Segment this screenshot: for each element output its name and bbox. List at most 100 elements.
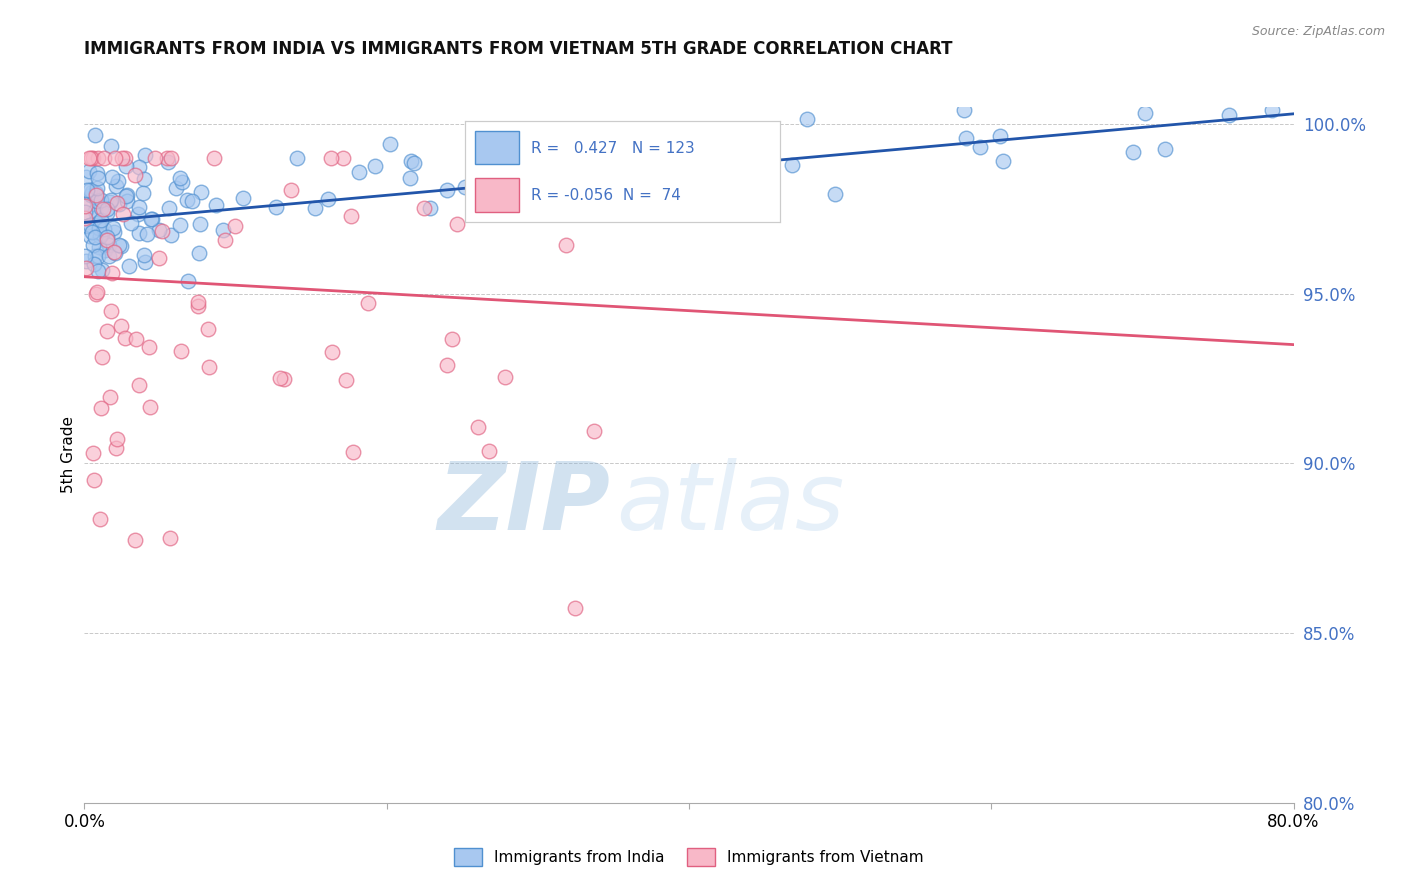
Point — [100, 193, 122, 207]
Point — [90, 213, 112, 227]
Point — [111, 151, 134, 165]
Point — [419, 202, 441, 216]
Point — [86, 186, 108, 200]
Point — [661, 174, 683, 188]
Point — [87, 220, 110, 235]
Point — [134, 255, 156, 269]
Point — [169, 171, 191, 186]
Point — [105, 432, 128, 446]
Point — [340, 209, 363, 223]
Point — [955, 131, 977, 145]
Point — [89, 229, 111, 244]
Point — [93, 202, 115, 217]
Point — [79, 228, 101, 243]
Point — [148, 251, 170, 265]
Point — [80, 151, 103, 165]
Point — [363, 159, 385, 173]
Point — [75, 249, 97, 263]
Point — [145, 151, 167, 165]
Point — [280, 183, 302, 197]
Point — [1122, 145, 1144, 160]
Point — [156, 151, 179, 165]
Point — [478, 444, 501, 458]
Point — [96, 230, 118, 244]
Point — [273, 372, 295, 386]
Point — [103, 245, 125, 260]
Point — [188, 246, 211, 260]
Point — [107, 174, 129, 188]
Point — [150, 224, 173, 238]
Point — [824, 186, 846, 201]
Point — [583, 424, 606, 438]
Point — [190, 185, 212, 199]
Point — [87, 263, 110, 277]
Point — [304, 201, 326, 215]
Point — [94, 243, 117, 257]
Point — [321, 344, 343, 359]
Point — [269, 371, 291, 385]
Point — [170, 344, 193, 359]
Point — [86, 166, 108, 180]
Point — [515, 151, 537, 165]
Point — [87, 151, 110, 165]
Point — [77, 164, 100, 178]
Point — [224, 219, 246, 234]
Point — [641, 148, 664, 162]
Point — [89, 512, 111, 526]
Point — [105, 195, 128, 210]
Point — [93, 222, 115, 236]
Point — [128, 200, 150, 214]
Point — [101, 266, 124, 280]
Point — [125, 332, 148, 346]
Point — [969, 139, 991, 153]
Point — [87, 216, 110, 230]
Point — [96, 324, 118, 338]
Point — [124, 168, 146, 182]
Point — [114, 331, 136, 345]
Point — [285, 151, 308, 165]
Point — [114, 159, 136, 173]
Point — [160, 151, 183, 165]
Point — [357, 296, 380, 310]
Point — [75, 253, 97, 268]
Point — [96, 206, 118, 220]
Point — [96, 233, 118, 247]
Point — [988, 129, 1011, 144]
Point — [477, 201, 499, 215]
Point — [84, 204, 107, 219]
Point — [188, 217, 211, 231]
Point — [90, 401, 112, 416]
Point — [89, 196, 111, 211]
Point — [198, 360, 221, 375]
Text: Source: ZipAtlas.com: Source: ZipAtlas.com — [1251, 25, 1385, 38]
Point — [84, 287, 107, 301]
Point — [796, 112, 818, 126]
Point — [141, 212, 163, 227]
Point — [100, 303, 122, 318]
Point — [148, 223, 170, 237]
Point — [555, 237, 578, 252]
Point — [80, 185, 103, 199]
Point — [100, 390, 122, 404]
Point — [332, 151, 354, 165]
Point — [90, 227, 112, 241]
Point — [454, 180, 477, 194]
Point — [75, 170, 97, 185]
Point — [623, 169, 645, 184]
Point — [316, 192, 339, 206]
Point — [124, 533, 146, 548]
Point — [1260, 103, 1282, 118]
Point — [319, 151, 342, 165]
Point — [104, 246, 127, 260]
Point — [1135, 106, 1157, 120]
Point — [187, 295, 209, 310]
Point — [79, 151, 101, 165]
Point — [107, 238, 129, 252]
Y-axis label: 5th Grade: 5th Grade — [60, 417, 76, 493]
Point — [157, 202, 180, 216]
Point — [134, 148, 156, 162]
Point — [212, 223, 235, 237]
Point — [97, 249, 120, 263]
Point — [1153, 143, 1175, 157]
Point — [100, 139, 122, 153]
